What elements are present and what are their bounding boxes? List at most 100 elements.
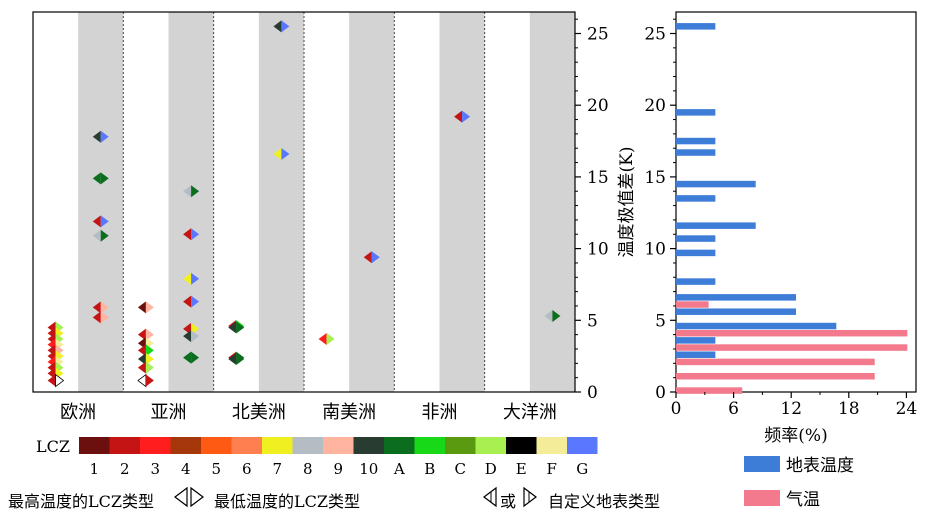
region-label-4: 非洲 [422, 402, 458, 423]
lcz-marker-max-half [183, 228, 192, 241]
marker-explanation: 最高温度的LCZ类型 最低温度的LCZ类型 或 自定义地表类型 [8, 486, 768, 514]
lcz-marker [137, 373, 154, 388]
left-plot-frame [32, 11, 576, 393]
lcz-marker [137, 301, 154, 314]
lcz-marker-min-half [100, 229, 109, 242]
lcz-code-3: 3 [150, 460, 160, 478]
lcz-marker-min-half [145, 353, 154, 366]
lcz-marker [318, 332, 335, 345]
lcz-marker-max-half [183, 295, 192, 308]
lcz-marker [92, 215, 109, 228]
lst-frequency-bar [676, 222, 756, 229]
lcz-marker [137, 344, 154, 357]
lcz-marker-max-half [273, 147, 282, 160]
lcz-marker-max-half [92, 215, 101, 228]
lcz-marker-max-half [137, 353, 146, 366]
lcz-marker-min-half [191, 185, 200, 198]
natural-band-0 [78, 12, 124, 392]
natural-band-5 [529, 12, 575, 392]
right-y-axis-label: 温度极值差(K) [617, 147, 637, 258]
lcz-swatches: 1 2 3 4 5 6 7 8 9 10 A B C D E F G [79, 437, 598, 478]
lcz-marker-min-half [145, 328, 154, 341]
lcz-marker [183, 351, 200, 364]
min-temp-note: 最低温度的LCZ类型 [214, 492, 360, 511]
lcz-markers [47, 20, 561, 388]
lcz-marker [363, 251, 380, 264]
lcz-swatch-2 [109, 437, 140, 454]
lst-frequency-bar [676, 249, 716, 257]
or-note: 或 [500, 492, 517, 511]
lcz-marker [183, 330, 200, 343]
left-y-tick-label-25: 25 [587, 25, 609, 45]
lcz-marker-max-half [363, 251, 372, 264]
lcz-marker [183, 185, 200, 198]
right-y-tick-label-5: 5 [655, 311, 666, 331]
lcz-marker-min-half [281, 147, 290, 160]
lcz-marker-min-half [326, 332, 335, 345]
natural-band-4 [439, 12, 485, 392]
lcz-marker-min-half [100, 311, 109, 324]
legend-swatch-0 [744, 456, 780, 472]
lcz-marker-min-half [191, 295, 200, 308]
lcz-code-9: 9 [333, 460, 343, 478]
right-x-tick-label-18: 18 [838, 399, 860, 419]
right-y-tick-label-10: 10 [644, 240, 666, 260]
left-triangle-icon [482, 486, 498, 512]
lcz-swatch-3 [140, 437, 171, 454]
lcz-marker [92, 301, 109, 314]
lst-frequency-bar [676, 351, 716, 358]
air-temp-frequency-bar [676, 344, 908, 351]
lcz-swatch-A [384, 437, 415, 454]
lst-frequency-bar [676, 308, 796, 315]
legend-label-1: 气温 [786, 490, 820, 510]
lcz-code-D: D [485, 460, 497, 478]
lcz-marker-min-half [100, 215, 109, 228]
lcz-code-7: 7 [272, 460, 282, 478]
lcz-marker [92, 229, 109, 242]
lcz-marker [183, 272, 200, 285]
lcz-swatch-6 [231, 437, 262, 454]
lst-frequency-bar [676, 195, 716, 202]
region-separators [122, 12, 486, 392]
lcz-swatch-7 [262, 437, 293, 454]
right-x-tick-label-0: 0 [671, 399, 682, 419]
left-y-tick-label-20: 20 [587, 96, 609, 116]
lcz-marker [228, 321, 245, 334]
lcz-swatch-10 [353, 437, 384, 454]
lcz-code-F: F [547, 460, 557, 478]
lcz-marker-max-half [228, 321, 237, 334]
region-label-3: 南美洲 [322, 402, 376, 423]
lcz-code-8: 8 [303, 460, 313, 478]
lcz-marker-max-half [183, 330, 192, 343]
legend-label-0: 地表温度 [786, 456, 854, 476]
air-temp-frequency-bar [676, 329, 908, 337]
right-plot-frame [675, 11, 917, 393]
region-label-5: 大洋洲 [503, 402, 557, 423]
lst-frequency-bar [676, 137, 716, 145]
left-y-tick-label-15: 15 [587, 168, 609, 188]
lcz-marker-max-half [47, 374, 56, 387]
lcz-marker-min-half [191, 272, 200, 285]
diamond-marker-icon [174, 486, 204, 512]
lcz-scatter-chart: 0 5 10 15 20 25 欧洲 亚洲 北美洲 南美洲 非洲 大洋洲 [32, 11, 609, 423]
left-y-tick-label-0: 0 [587, 383, 598, 403]
lcz-marker-min-half [145, 301, 154, 314]
lcz-marker-max-half [137, 328, 146, 341]
lcz-code-E: E [516, 460, 527, 478]
left-y-tick-label-10: 10 [587, 240, 609, 260]
frequency-bars [676, 23, 908, 394]
region-label-0: 欧洲 [60, 402, 96, 423]
lcz-swatch-5 [201, 437, 232, 454]
lcz-marker-max-half [318, 332, 327, 345]
lcz-marker-min-half [281, 20, 290, 33]
lcz-marker-max-half [92, 301, 101, 314]
lcz-marker [544, 310, 561, 322]
lcz-marker-max-half [183, 185, 192, 198]
air-temp-frequency-bar [676, 372, 875, 380]
lcz-swatch-B [414, 437, 445, 454]
lst-frequency-bar [676, 23, 716, 30]
lcz-marker [137, 361, 154, 374]
lcz-swatch-4 [170, 437, 201, 454]
lcz-marker [183, 228, 200, 241]
lcz-marker [183, 295, 200, 308]
